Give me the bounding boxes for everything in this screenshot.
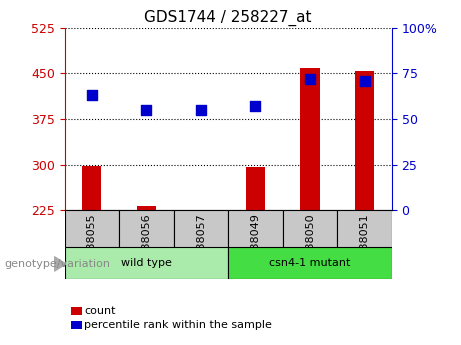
Bar bbox=[137, 206, 156, 210]
Text: wild type: wild type bbox=[121, 258, 172, 268]
Text: GSM88055: GSM88055 bbox=[87, 213, 97, 274]
Text: GSM88049: GSM88049 bbox=[250, 213, 260, 274]
Bar bbox=[283, 210, 337, 247]
Point bbox=[306, 76, 313, 81]
Text: csn4-1 mutant: csn4-1 mutant bbox=[269, 258, 351, 268]
Point bbox=[252, 104, 259, 109]
Bar bbox=[65, 247, 228, 279]
Text: genotype/variation: genotype/variation bbox=[5, 259, 111, 269]
Bar bbox=[355, 71, 374, 210]
Point bbox=[361, 78, 368, 83]
Text: count: count bbox=[84, 306, 115, 316]
Bar bbox=[82, 166, 101, 210]
Polygon shape bbox=[54, 257, 66, 271]
Text: GSM88056: GSM88056 bbox=[142, 213, 151, 274]
Bar bbox=[228, 247, 392, 279]
Point bbox=[197, 107, 205, 112]
Text: GSM88050: GSM88050 bbox=[305, 213, 315, 274]
Text: GSM88057: GSM88057 bbox=[196, 213, 206, 274]
Bar bbox=[228, 210, 283, 247]
Bar bbox=[174, 210, 228, 247]
Point bbox=[142, 107, 150, 112]
Point bbox=[88, 92, 95, 98]
Bar bbox=[337, 210, 392, 247]
Title: GDS1744 / 258227_at: GDS1744 / 258227_at bbox=[144, 10, 312, 26]
Bar bbox=[119, 210, 174, 247]
Text: GSM88051: GSM88051 bbox=[360, 213, 370, 274]
Bar bbox=[65, 210, 119, 247]
Text: percentile rank within the sample: percentile rank within the sample bbox=[84, 320, 272, 330]
Bar bbox=[301, 68, 319, 210]
Bar bbox=[246, 167, 265, 210]
